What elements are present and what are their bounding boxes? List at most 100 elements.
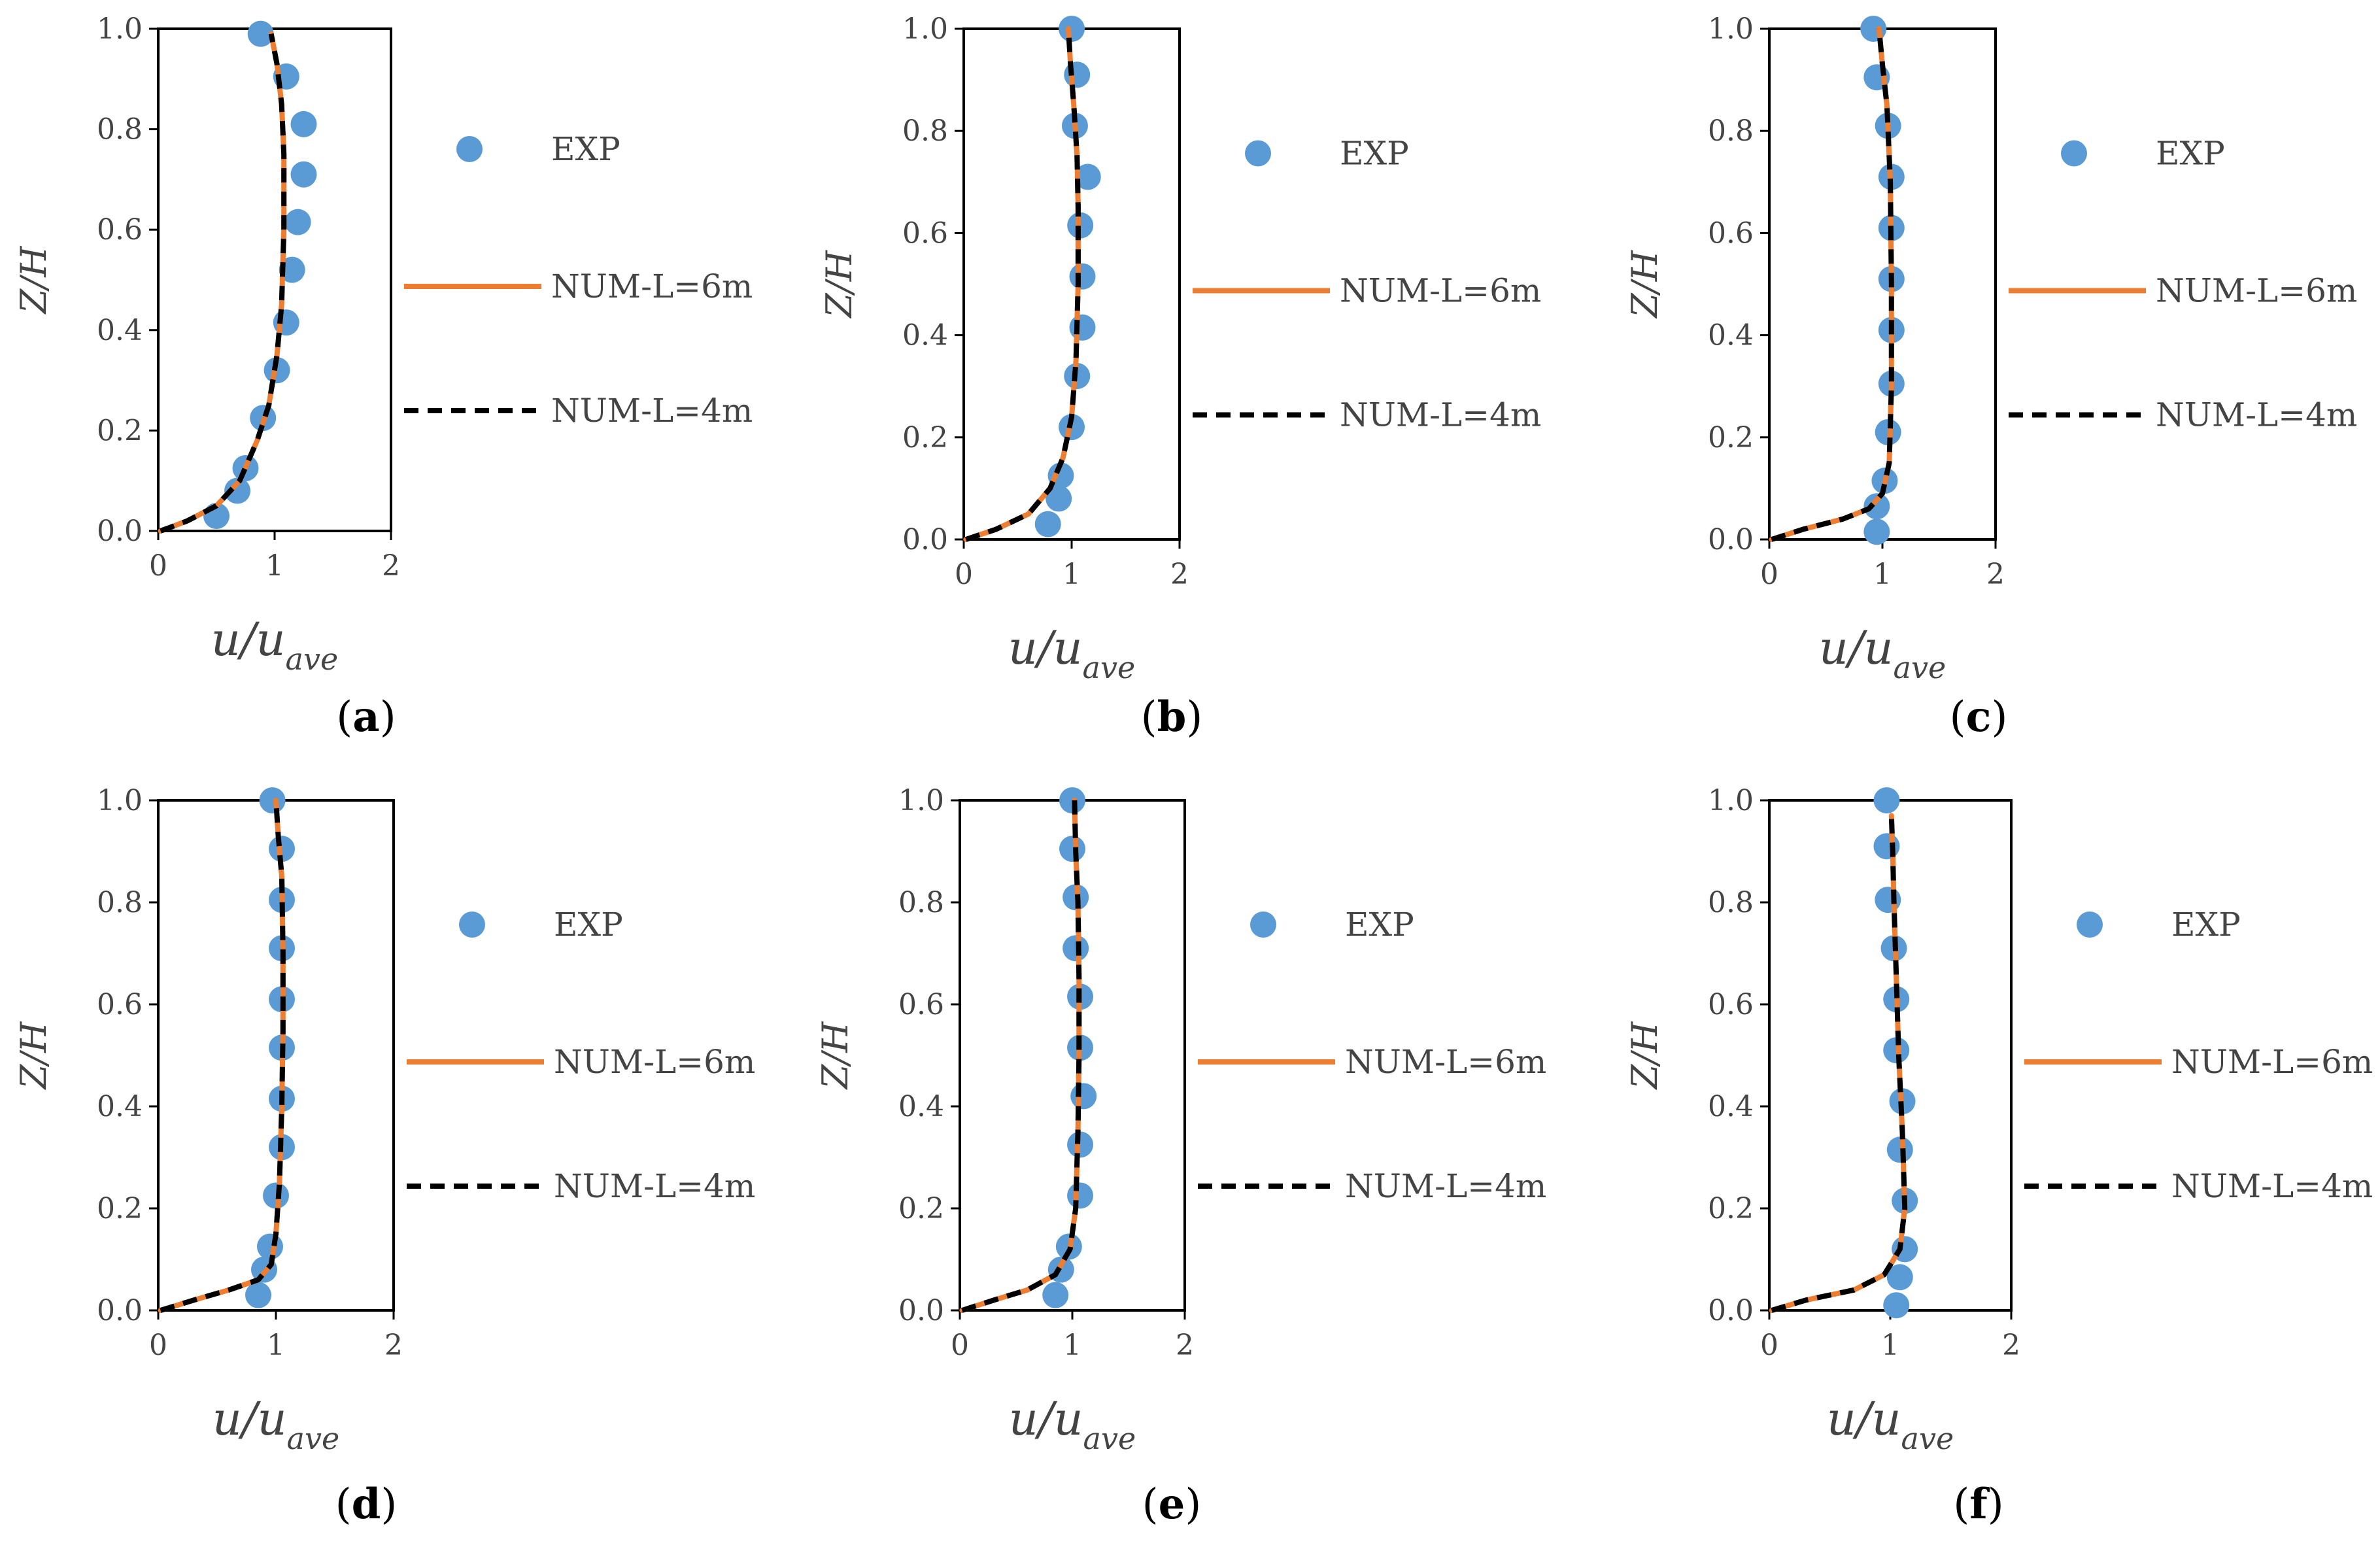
num-l6m-line <box>1769 26 1894 542</box>
caption-open: ( <box>1950 693 1966 741</box>
exp-data-point <box>1873 787 1900 813</box>
caption-open: ( <box>1953 1480 1969 1529</box>
x-tick-label: 1 <box>1063 1329 1081 1362</box>
exp-data-point <box>259 787 286 813</box>
num-l4m-line <box>160 800 286 1313</box>
y-tick-label: 0.6 <box>902 216 948 250</box>
x-tick-label: 2 <box>382 549 400 583</box>
panel-caption: (d) <box>335 1480 398 1529</box>
exp-data-point <box>1873 833 1900 860</box>
chart-panel-a: 0.0 0.2 0.4 0.6 0.8 1.0 0 1 2 Z/H u/uave EXP NUM-L=6… <box>13 12 753 741</box>
x-tick-label: 2 <box>1986 558 2005 591</box>
exp-data-point <box>1070 1083 1097 1110</box>
x-axis-label-main: u/u <box>1827 1392 1901 1446</box>
chart-panel-b: 0.0 0.2 0.4 0.6 0.8 1.0 0 1 2 Z/H u/uave EXP NUM-L=6… <box>819 12 1541 741</box>
exp-data-point <box>1863 493 1890 520</box>
legend-exp-marker <box>1250 912 1276 938</box>
y-tick-label: 0.2 <box>97 1192 143 1225</box>
y-tick-label: 0.2 <box>898 1192 944 1225</box>
x-tick-label: 1 <box>1881 1329 1899 1362</box>
y-axis-label: Z/H <box>13 246 54 315</box>
num-l6m-line <box>158 798 286 1313</box>
y-tick-label: 0.0 <box>1708 1294 1754 1327</box>
x-axis-label: u/uave <box>1819 621 1946 685</box>
exp-data-point <box>290 111 317 137</box>
x-axis-label: u/uave <box>211 613 338 677</box>
legend-exp-label: EXP <box>2156 135 2225 173</box>
legend-num-l4m-label: NUM-L=4m <box>2171 1167 2373 1205</box>
x-axis-label: u/uave <box>1827 1392 1954 1456</box>
legend-num-l6m-label: NUM-L=6m <box>1345 1043 1546 1081</box>
exp-data-point <box>1069 314 1096 341</box>
x-tick-label: 2 <box>2002 1329 2020 1362</box>
exp-data-point <box>245 1282 271 1308</box>
legend-exp-label: EXP <box>1340 135 1409 173</box>
exp-data-point <box>290 161 317 188</box>
x-tick-label: 0 <box>1760 558 1778 591</box>
caption-open: ( <box>1142 1480 1159 1529</box>
caption-open: ( <box>1141 693 1157 741</box>
legend-exp-label: EXP <box>554 906 623 944</box>
caption-close: ) <box>1186 693 1202 741</box>
y-tick-label: 0.8 <box>97 113 143 146</box>
caption-close: ) <box>1185 1480 1201 1529</box>
y-axis-label: Z/H <box>815 1021 856 1091</box>
y-axis-label: Z/H <box>819 250 860 319</box>
num-l6m-line <box>959 798 1082 1313</box>
exp-data-point <box>1886 1264 1913 1291</box>
x-axis-label-main: u/u <box>212 1392 287 1446</box>
x-axis-label-main: u/u <box>1008 621 1083 675</box>
legend-num-l4m-label: NUM-L=4m <box>554 1167 755 1205</box>
legend-exp-marker <box>456 136 483 162</box>
y-tick-label: 1.0 <box>902 12 948 46</box>
panel-caption: (b) <box>1141 692 1203 741</box>
legend-num-l4m-label: NUM-L=4m <box>2156 396 2357 434</box>
caption-letter: c <box>1966 692 1992 741</box>
exp-data-point <box>1067 1131 1094 1158</box>
x-tick-label: 0 <box>951 1329 969 1362</box>
caption-letter: a <box>352 692 379 741</box>
x-axis-label-subscript: ave <box>1083 1421 1136 1456</box>
exp-data-point <box>1863 519 1890 545</box>
y-tick-label: 1.0 <box>1708 12 1754 46</box>
chart-panel-d: 0.0 0.2 0.4 0.6 0.8 1.0 0 1 2 Z/H u/uave EXP NUM-L=6… <box>13 784 755 1529</box>
y-tick-label: 0.2 <box>902 421 948 454</box>
caption-open: ( <box>335 1480 352 1529</box>
exp-data-point <box>1059 16 1085 42</box>
legend-exp-label: EXP <box>2171 906 2241 944</box>
legend-exp-label: EXP <box>551 130 620 168</box>
y-tick-label: 0.8 <box>1708 886 1754 919</box>
y-tick-label: 0.2 <box>1708 421 1754 454</box>
legend-num-l6m-label: NUM-L=6m <box>551 267 753 305</box>
num-l4m-line <box>160 33 287 534</box>
y-tick-label: 0.4 <box>1708 319 1754 352</box>
chart-panel-f: 0.0 0.2 0.4 0.6 0.8 1.0 0 1 2 Z/H u/uave EXP NUM-L=6… <box>1624 784 2373 1529</box>
panel-caption: (e) <box>1142 1480 1202 1529</box>
caption-letter: d <box>352 1480 381 1529</box>
legend-exp-marker <box>2077 912 2103 938</box>
y-tick-label: 0.6 <box>97 213 143 247</box>
legend-num-l4m-label: NUM-L=4m <box>551 392 753 430</box>
caption-close: ) <box>381 1480 397 1529</box>
legend-exp-marker <box>1245 140 1271 167</box>
exp-data-point <box>263 1182 289 1209</box>
exp-data-point <box>1046 485 1072 512</box>
x-tick-label: 0 <box>149 549 167 583</box>
exp-data-point <box>1064 61 1091 88</box>
panel-caption: (c) <box>1950 692 2008 741</box>
legend-num-l6m-label: NUM-L=6m <box>2171 1043 2373 1081</box>
y-tick-label: 1.0 <box>898 784 944 817</box>
exp-data-point <box>1034 511 1061 537</box>
x-tick-label: 1 <box>1062 558 1081 591</box>
y-tick-label: 1.0 <box>1708 784 1754 817</box>
x-axis-label: u/uave <box>1009 1392 1136 1456</box>
y-tick-label: 0.0 <box>97 1294 143 1327</box>
y-tick-label: 0.2 <box>97 414 143 447</box>
x-tick-label: 0 <box>955 558 973 591</box>
y-tick-label: 0.4 <box>97 1090 143 1123</box>
num-l4m-line <box>961 800 1082 1313</box>
y-tick-label: 0.0 <box>898 1294 944 1327</box>
x-axis-label: u/uave <box>1008 621 1135 685</box>
y-tick-label: 0.0 <box>1708 523 1754 556</box>
